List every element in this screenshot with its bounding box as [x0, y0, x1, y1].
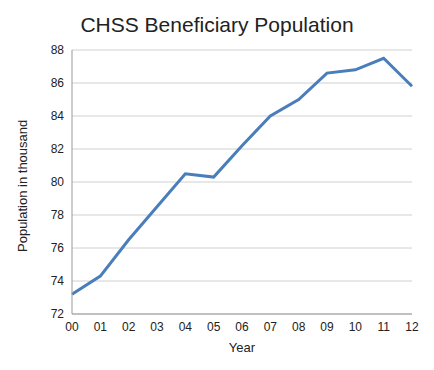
svg-text:88: 88 — [51, 43, 65, 57]
svg-text:12: 12 — [405, 320, 419, 334]
svg-text:11: 11 — [377, 320, 390, 334]
svg-text:04: 04 — [179, 320, 193, 334]
svg-text:Year: Year — [229, 340, 256, 355]
svg-text:02: 02 — [122, 320, 136, 334]
svg-text:76: 76 — [51, 241, 65, 255]
svg-text:78: 78 — [51, 208, 65, 222]
html-text:CHSS Beneficiary Population: CHSS Beneficiary Population — [80, 13, 354, 36]
svg-text:00: 00 — [65, 320, 79, 334]
svg-text:10: 10 — [349, 320, 363, 334]
svg-text:82: 82 — [51, 142, 65, 156]
svg-text:01: 01 — [94, 320, 108, 334]
svg-text:74: 74 — [51, 274, 65, 288]
svg-text:80: 80 — [51, 175, 65, 189]
svg-text:09: 09 — [320, 320, 334, 334]
svg-text:Population in thousand: Population in thousand — [15, 120, 30, 252]
svg-text:03: 03 — [150, 320, 164, 334]
svg-text:07: 07 — [264, 320, 278, 334]
svg-text:08: 08 — [292, 320, 306, 334]
svg-text:05: 05 — [207, 320, 221, 334]
svg-text:84: 84 — [51, 109, 65, 123]
svg-text:86: 86 — [51, 76, 65, 90]
svg-text:06: 06 — [235, 320, 249, 334]
svg-text:72: 72 — [51, 307, 65, 321]
